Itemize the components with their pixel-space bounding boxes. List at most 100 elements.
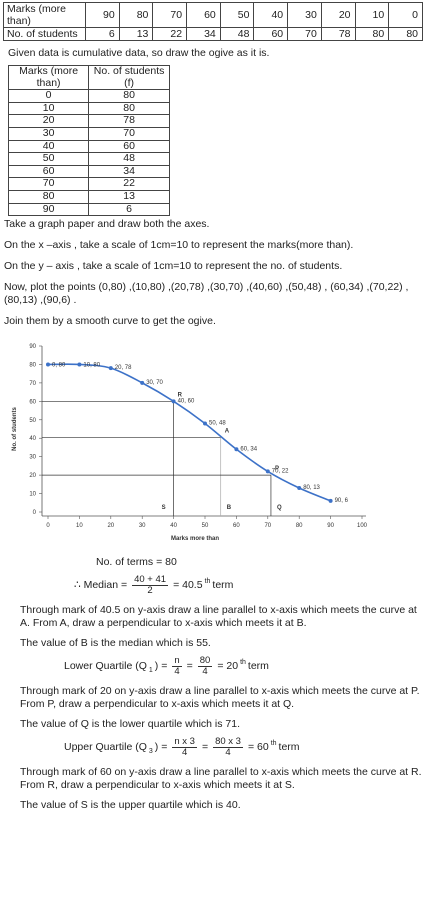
- x-tick-label: 20: [107, 523, 114, 529]
- result: The value of B is the median which is 55…: [20, 637, 211, 650]
- table-row: 80 13: [7, 189, 170, 204]
- table-cell: Marks (more than): [3, 2, 86, 28]
- table-cell: 0: [388, 2, 423, 28]
- y-tick-label: 10: [29, 492, 36, 498]
- formula-text: ) =: [154, 741, 168, 754]
- table-cell: 48: [88, 152, 170, 166]
- x-tick-label: 50: [202, 523, 209, 529]
- denominator: 4: [202, 666, 208, 678]
- table-cell: 22: [152, 27, 188, 41]
- note: Given data is cumulative data, so draw t…: [8, 47, 270, 59]
- data-point: [328, 499, 333, 504]
- table-cell: No. of students: [3, 27, 86, 41]
- explanation: Through mark of 20 on y-axis draw a line…: [20, 685, 420, 711]
- table-row: 70 22: [7, 177, 170, 191]
- data-point: [297, 486, 302, 491]
- table-cell: 70: [88, 126, 170, 141]
- data-label: 60, 34: [240, 446, 257, 452]
- formula-text: term: [212, 579, 234, 592]
- table-cell: 50: [219, 2, 255, 28]
- solution: No. of terms = 80 ∴ Median = 40 + 41 2 = 40.…: [0, 556, 426, 812]
- table-cell: 78: [320, 27, 356, 41]
- x-tick-label: 80: [296, 523, 303, 529]
- formula-text: ) =: [154, 660, 168, 673]
- foot-letter: Q: [277, 505, 282, 511]
- table-cell: 90: [7, 202, 90, 217]
- result: The value of Q is the lower quartile whi…: [20, 718, 241, 731]
- x-tick-label: 40: [170, 523, 177, 529]
- table-cell: 10: [354, 2, 390, 28]
- x-tick-label: 30: [139, 523, 146, 529]
- table-row: 40 60: [7, 139, 170, 154]
- formula-sub: 3: [148, 748, 153, 756]
- table-cell: 80: [7, 189, 90, 204]
- table-row: Marks (more than) 90 80 70 60 50 40 30 20 10 0: [3, 2, 423, 28]
- data-table: Marks (more than) No. of students (f) 0 80 1…: [7, 64, 170, 217]
- fraction: 40 + 41 2: [132, 574, 169, 597]
- table-cell: 60: [88, 139, 170, 154]
- table-cell: 80: [354, 27, 390, 41]
- table-cell: 13: [88, 189, 170, 204]
- y-tick-label: 70: [29, 381, 36, 387]
- y-tick-label: 80: [29, 363, 36, 369]
- table-cell: 30: [287, 2, 322, 28]
- table-cell: 90: [85, 2, 120, 28]
- chart: 0 10 20 30 40 50 60 70 80 90 0 10 20 30 40 50 60 70 80 90 10…: [12, 344, 368, 542]
- ogive-curve: [47, 363, 331, 502]
- table-cell: 80: [388, 27, 423, 41]
- formula-sup: th: [270, 740, 277, 748]
- steps: Take a graph paper and draw both the axe…: [0, 218, 426, 328]
- table-cell: 80: [88, 89, 170, 103]
- data-point: [140, 381, 145, 386]
- table-cell: 34: [186, 27, 221, 41]
- formula-text: = 40.5: [173, 579, 203, 592]
- formula-text: term: [247, 660, 269, 673]
- y-axis-label: No. of students: [12, 407, 18, 451]
- table-cell: 70: [287, 27, 322, 41]
- table-cell: 0: [7, 89, 90, 103]
- denominator: 2: [147, 585, 153, 597]
- point-letter: P: [275, 466, 279, 472]
- numerator: n: [172, 655, 182, 668]
- y-tick-label: 40: [29, 436, 36, 442]
- table-cell: 48: [219, 27, 255, 41]
- formula-text: = 60: [247, 741, 269, 754]
- formula-text: =: [201, 741, 209, 754]
- numerator: 40 + 41: [132, 574, 169, 587]
- step-text: On the x –axis , take a scale of 1cm=10 …: [4, 239, 354, 252]
- x-axis-label: Marks more than: [171, 536, 219, 542]
- table-cell: 60: [7, 164, 90, 179]
- terms-text: No. of terms = 80: [96, 556, 177, 569]
- formula-text: =: [186, 660, 193, 673]
- table-cell: 20: [7, 114, 90, 128]
- table-cell: 80: [88, 101, 170, 116]
- formula-text: ∴ Median =: [74, 579, 128, 592]
- data-point: [234, 447, 239, 452]
- denominator: 4: [174, 666, 180, 678]
- formula: ∴ Median = 40 + 41 2 = 40.5 th term: [16, 575, 426, 596]
- formula: Upper Quartile (Q 3) = n x 3 4 = 80 x 3 4 = 60 t…: [16, 737, 426, 758]
- y-tick-label: 60: [29, 399, 36, 405]
- data-label: 80, 13: [303, 485, 320, 491]
- table-cell: 78: [88, 114, 170, 128]
- point-letter: R: [178, 392, 183, 398]
- numerator: 80 x 3: [213, 736, 243, 749]
- data-point: [265, 469, 270, 474]
- step-text: Join them by a smooth curve to get the o…: [4, 315, 216, 328]
- table-cell: 50: [7, 152, 90, 166]
- table-row: 20 78: [7, 114, 170, 128]
- table-cell: 22: [88, 177, 170, 191]
- table-header-row: Marks (more than) No. of students (f): [7, 64, 170, 91]
- denominator: 4: [225, 747, 231, 759]
- y-tick-label: 30: [29, 455, 36, 461]
- table-row: 50 48: [7, 152, 170, 166]
- table-cell: 60: [253, 27, 289, 41]
- table-row: 30 70: [7, 126, 170, 141]
- x-tick-label: 60: [233, 523, 240, 529]
- table-cell: 20: [320, 2, 356, 28]
- result: The value of S is the upper quartile whi…: [20, 799, 241, 812]
